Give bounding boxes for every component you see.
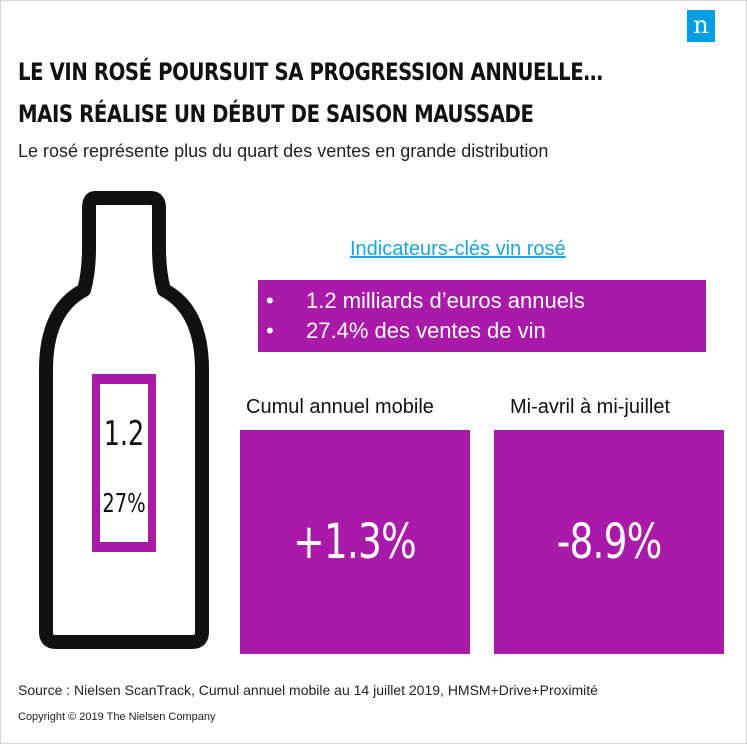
card-value-annual: +1.3% xyxy=(293,514,417,570)
card-label-annual: Cumul annuel mobile xyxy=(246,396,434,418)
bottle-label xyxy=(100,384,148,542)
wine-bottle-illustration: 1.2 27% xyxy=(39,191,209,649)
copyright: Copyright © 2019 The Nielsen Company xyxy=(18,711,216,723)
card-value-season: -8.9% xyxy=(556,514,663,570)
indicators-title[interactable]: Indicateurs-clés vin rosé xyxy=(350,238,566,260)
bottle-outline xyxy=(39,191,209,649)
indicator-item: • 1.2 milliards d’euros annuels xyxy=(266,286,706,316)
title-line-1: LE VIN ROSÉ POURSUIT SA PROGRESSION ANNU… xyxy=(18,58,603,86)
indicator-item: • 27.4% des ventes de vin xyxy=(266,316,706,346)
subtitle: Le rosé représente plus du quart des ven… xyxy=(18,141,549,161)
title-line-2: MAIS RÉALISE UN DÉBUT DE SAISON MAUSSADE xyxy=(18,100,534,128)
bottle-value-1: 1.2 xyxy=(104,414,145,454)
card-annual: +1.3% xyxy=(240,430,470,654)
bullet-icon: • xyxy=(266,318,274,343)
card-season: -8.9% xyxy=(494,430,724,654)
indicators-box: • 1.2 milliards d’euros annuels • 27.4% de… xyxy=(258,280,706,352)
nielsen-logo: n xyxy=(687,10,715,42)
bullet-icon: • xyxy=(266,288,274,313)
card-label-season: Mi-avril à mi-juillet xyxy=(510,396,671,418)
source-note: Source : Nielsen ScanTrack, Cumul annuel… xyxy=(18,682,598,698)
bottle-value-2: 27% xyxy=(102,489,145,518)
